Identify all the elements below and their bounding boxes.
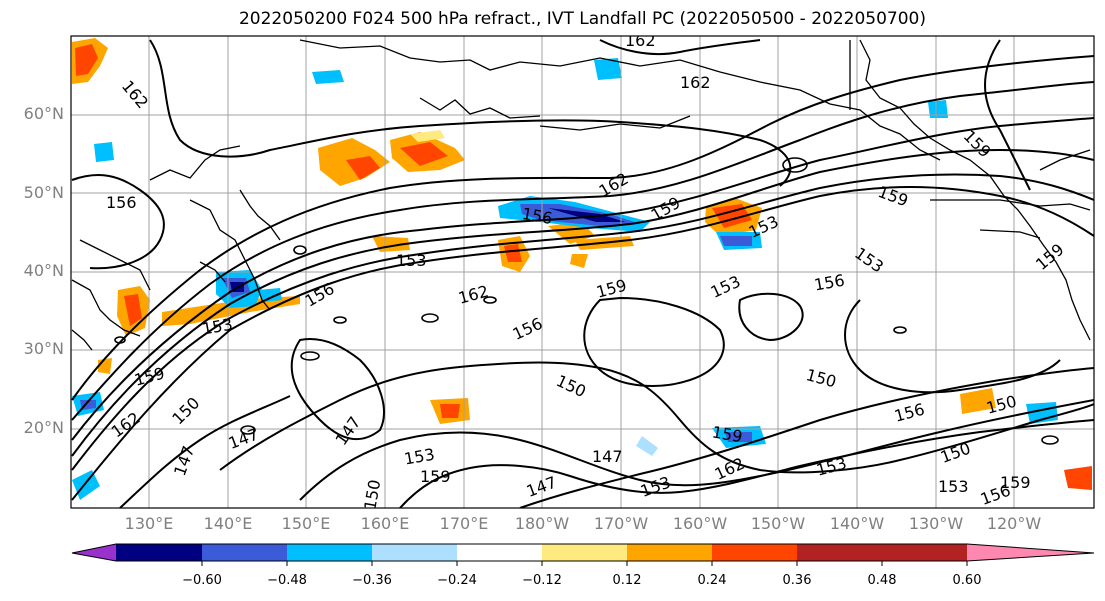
lat-label-40n: 40°N — [23, 261, 64, 280]
lon-label-150e: 150°E — [281, 514, 331, 533]
colorbar-tick-label: 0.24 — [697, 573, 727, 588]
colorbar-bin — [882, 544, 967, 561]
lon-label-160e: 160°E — [360, 514, 410, 533]
colorbar-bin — [712, 544, 797, 561]
contour-label: 147 — [592, 447, 623, 466]
contour-label: 153 — [938, 477, 969, 496]
lon-label-150w: 150°W — [750, 514, 806, 533]
lat-label-20n: 20°N — [23, 418, 64, 437]
colorbar — [71, 543, 1095, 566]
colorbar-tick-label: 0.36 — [782, 573, 812, 588]
colorbar-bin — [457, 544, 542, 561]
lon-label-120w: 120°W — [986, 514, 1042, 533]
lon-label-170e: 170°E — [439, 514, 489, 533]
colorbar-bin — [797, 544, 882, 561]
lon-label-180w: 180°W — [514, 514, 570, 533]
refractivity-contours — [71, 39, 1094, 508]
colorbar-tick-label: 0.12 — [612, 573, 642, 588]
lon-label-130e: 130°E — [124, 514, 174, 533]
colorbar-bin — [372, 544, 457, 561]
colorbar-bin — [627, 544, 712, 561]
lon-label-130w: 130°W — [908, 514, 964, 533]
small-contour-loops — [114, 157, 1059, 445]
map-title: 2022050200 F024 500 hPa refract., IVT La… — [238, 9, 926, 29]
graticule — [71, 36, 1094, 508]
lat-label-50n: 50°N — [23, 183, 64, 202]
lon-label-140w: 140°W — [829, 514, 885, 533]
contour-label: 153 — [396, 251, 427, 270]
contour-label: 156 — [106, 193, 137, 212]
colorbar-outline — [71, 543, 1095, 562]
colorbar-tick-label: 0.60 — [952, 573, 982, 588]
contour-label: 159 — [1000, 473, 1031, 492]
contour-label: 162 — [680, 73, 711, 92]
colorbar-tick-label: −0.60 — [182, 573, 222, 588]
colorbar-tick-label: −0.48 — [267, 573, 307, 588]
colorbar-bin — [116, 544, 202, 561]
colorbar-extend-high — [967, 544, 1094, 561]
contour-label: 159 — [420, 467, 451, 486]
lon-label-170w: 170°W — [593, 514, 649, 533]
contour-label: 150 — [360, 478, 384, 511]
colorbar-tick-label: 0.48 — [867, 573, 897, 588]
lon-label-140e: 140°E — [203, 514, 253, 533]
colorbar-bin — [202, 544, 287, 561]
lat-label-30n: 30°N — [23, 339, 64, 358]
colorbar-extend-low — [72, 544, 116, 561]
lat-label-60n: 60°N — [23, 104, 64, 123]
colorbar-tick-label: −0.12 — [522, 573, 562, 588]
contour-label: 162 — [625, 31, 656, 50]
colorbar-bin — [287, 544, 372, 561]
map-area: 162 162 162 156 156 159 162 159 153 159 … — [71, 31, 1094, 511]
colorbar-tick-label: −0.24 — [437, 573, 477, 588]
colorbar-bin — [542, 544, 627, 561]
map-frame — [70, 35, 1095, 509]
lon-label-160w: 160°W — [672, 514, 728, 533]
colorbar-tick-label: −0.36 — [352, 573, 392, 588]
